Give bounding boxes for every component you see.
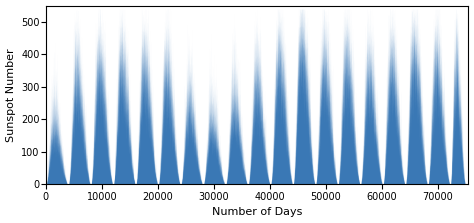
Y-axis label: Sunspot Number: Sunspot Number xyxy=(6,48,16,142)
X-axis label: Number of Days: Number of Days xyxy=(212,207,302,217)
